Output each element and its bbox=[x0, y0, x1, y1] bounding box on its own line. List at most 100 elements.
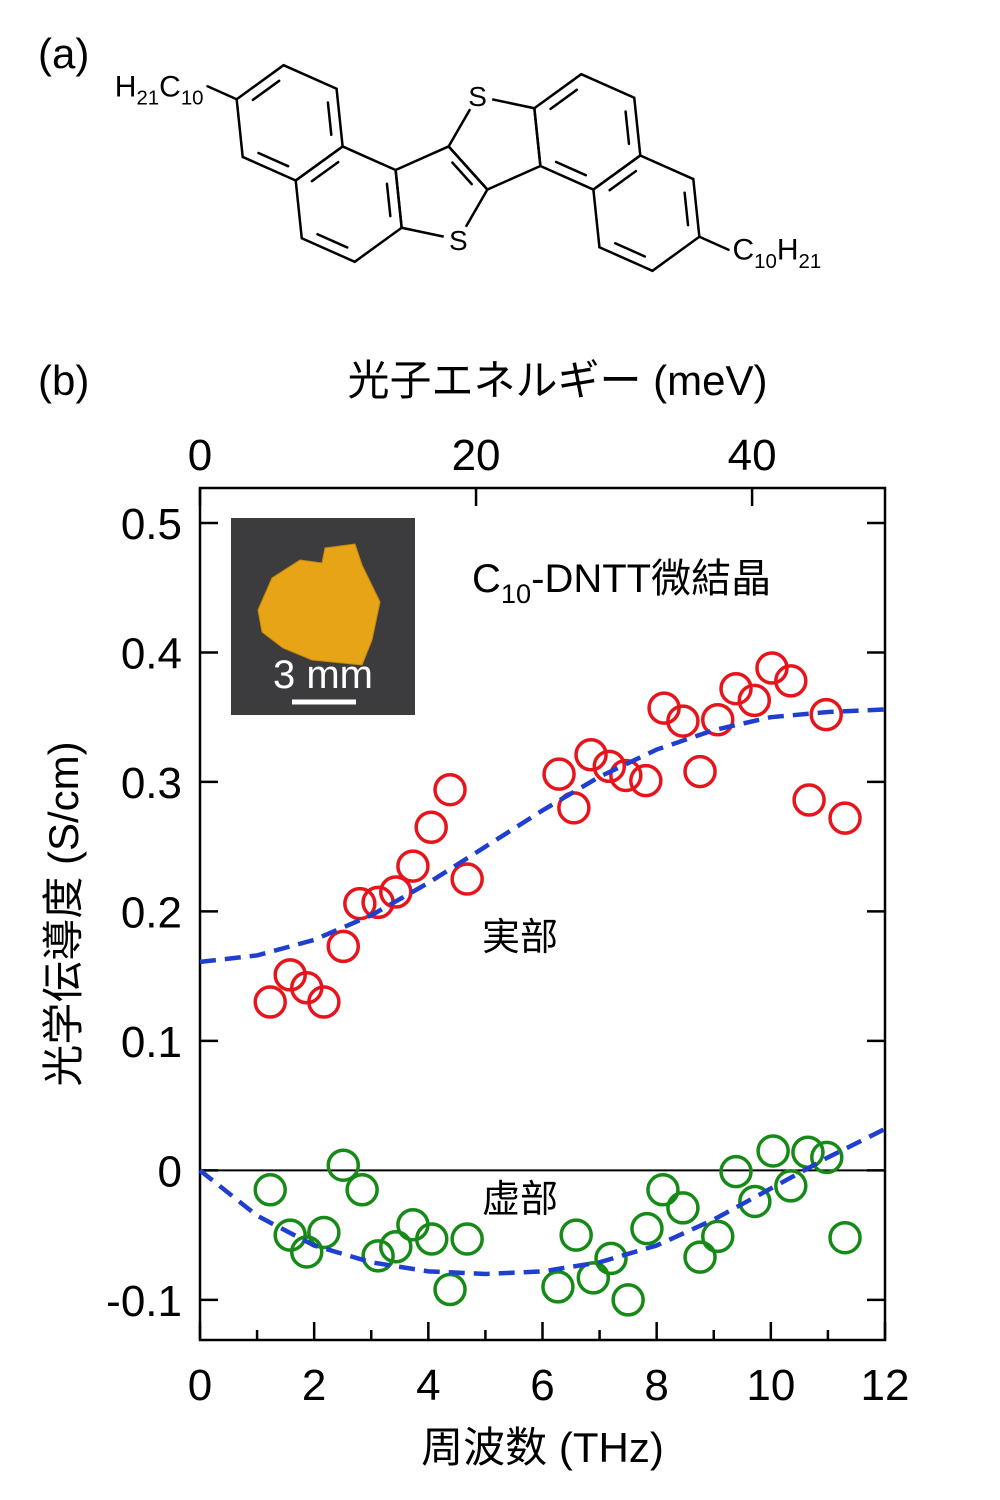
data-point bbox=[307, 1215, 341, 1250]
bond bbox=[294, 179, 304, 240]
bond bbox=[394, 168, 403, 229]
substituent: C10H21 bbox=[732, 234, 821, 273]
data-point bbox=[611, 1283, 645, 1317]
double-bond bbox=[326, 101, 333, 137]
data-point bbox=[809, 697, 843, 732]
data-point bbox=[379, 1230, 413, 1264]
annotation: 虚部 bbox=[482, 1179, 558, 1221]
atom-mask bbox=[462, 81, 493, 112]
x-tick-label: 4 bbox=[416, 1361, 440, 1410]
double-bond bbox=[608, 169, 638, 192]
text-part: H bbox=[777, 234, 799, 267]
bond bbox=[235, 63, 285, 101]
data-point bbox=[576, 1261, 611, 1295]
data-point bbox=[828, 1220, 862, 1255]
data-point bbox=[450, 862, 484, 896]
double-bond bbox=[385, 182, 392, 218]
bond bbox=[592, 188, 601, 249]
data-point bbox=[646, 1173, 680, 1207]
double-bond bbox=[683, 191, 690, 227]
bond bbox=[241, 155, 297, 182]
data-point bbox=[414, 810, 448, 844]
bond bbox=[580, 72, 636, 100]
double-bond bbox=[624, 110, 631, 146]
x2-tick-label: 20 bbox=[452, 431, 501, 480]
atom-label: S bbox=[449, 225, 468, 256]
inset-label: 3 mm bbox=[273, 653, 373, 697]
data-point bbox=[253, 1173, 287, 1207]
text-part: C bbox=[732, 234, 754, 267]
bond bbox=[692, 177, 701, 238]
data-point bbox=[700, 1219, 735, 1254]
data-point bbox=[666, 1191, 700, 1225]
text-part: -DNTT微結晶 bbox=[531, 557, 771, 601]
data-point bbox=[792, 783, 826, 817]
data-point bbox=[828, 801, 862, 835]
subscript: 10 bbox=[501, 578, 531, 609]
bond bbox=[294, 145, 344, 182]
substituent: H21C10 bbox=[115, 70, 204, 109]
data-point bbox=[326, 1148, 361, 1182]
subscript: 10 bbox=[181, 88, 204, 110]
data-point bbox=[683, 754, 717, 789]
double-bond bbox=[554, 160, 588, 177]
data-point bbox=[574, 737, 608, 772]
data-point bbox=[774, 664, 808, 698]
data-point bbox=[774, 1169, 808, 1203]
bond bbox=[598, 245, 654, 273]
bond bbox=[394, 145, 450, 172]
bond bbox=[533, 72, 583, 110]
y-tick-label: 0.5 bbox=[121, 500, 182, 549]
bond bbox=[235, 98, 244, 159]
atom-label: S bbox=[468, 81, 487, 112]
panel-label: (a) bbox=[38, 30, 89, 77]
data-point bbox=[542, 757, 576, 791]
data-point bbox=[396, 849, 430, 883]
atom-mask bbox=[443, 224, 474, 255]
bond bbox=[651, 235, 701, 273]
y-tick-label: -0.1 bbox=[106, 1277, 182, 1326]
bond bbox=[533, 107, 542, 168]
x-tick-label: 10 bbox=[746, 1361, 795, 1410]
panel-label: (b) bbox=[38, 357, 89, 404]
data-point bbox=[559, 1218, 593, 1252]
data-point bbox=[630, 1211, 664, 1246]
subscript: 21 bbox=[799, 251, 822, 273]
data-point bbox=[719, 671, 753, 706]
fit-line bbox=[199, 707, 886, 965]
x-tick-label: 8 bbox=[644, 1361, 668, 1410]
double-bond bbox=[251, 79, 281, 102]
bond bbox=[698, 235, 730, 251]
x-tick-label: 0 bbox=[188, 1361, 212, 1410]
data-point bbox=[415, 1222, 449, 1256]
data-point bbox=[433, 1272, 467, 1307]
double-bond bbox=[316, 232, 349, 249]
y-tick-label: 0.2 bbox=[121, 888, 182, 937]
data-point bbox=[361, 1239, 395, 1273]
double-bond bbox=[451, 161, 474, 186]
x2-tick-label: 0 bbox=[188, 431, 212, 480]
x-tick-label: 6 bbox=[530, 1361, 554, 1410]
data-point bbox=[609, 758, 643, 793]
data-point bbox=[379, 875, 413, 909]
y-tick-label: 0 bbox=[158, 1147, 182, 1196]
x-tick-label: 2 bbox=[302, 1361, 326, 1410]
double-bond bbox=[310, 160, 340, 183]
y-axis-title: 光学伝導度 (S/cm) bbox=[40, 741, 87, 1086]
y-tick-label: 0.4 bbox=[121, 629, 182, 678]
inset-photo bbox=[231, 518, 415, 715]
data-point bbox=[541, 1270, 575, 1304]
bond bbox=[592, 154, 642, 191]
data-point bbox=[592, 749, 627, 784]
data-point bbox=[345, 1173, 379, 1207]
x2-axis-title: 光子エネルギー (meV) bbox=[347, 357, 767, 404]
double-bond bbox=[613, 241, 647, 258]
bond bbox=[539, 164, 595, 191]
bond bbox=[335, 87, 344, 148]
data-point bbox=[756, 1134, 790, 1168]
double-bond bbox=[549, 88, 579, 111]
x-axis-title: 周波数 (THz) bbox=[421, 1424, 664, 1471]
